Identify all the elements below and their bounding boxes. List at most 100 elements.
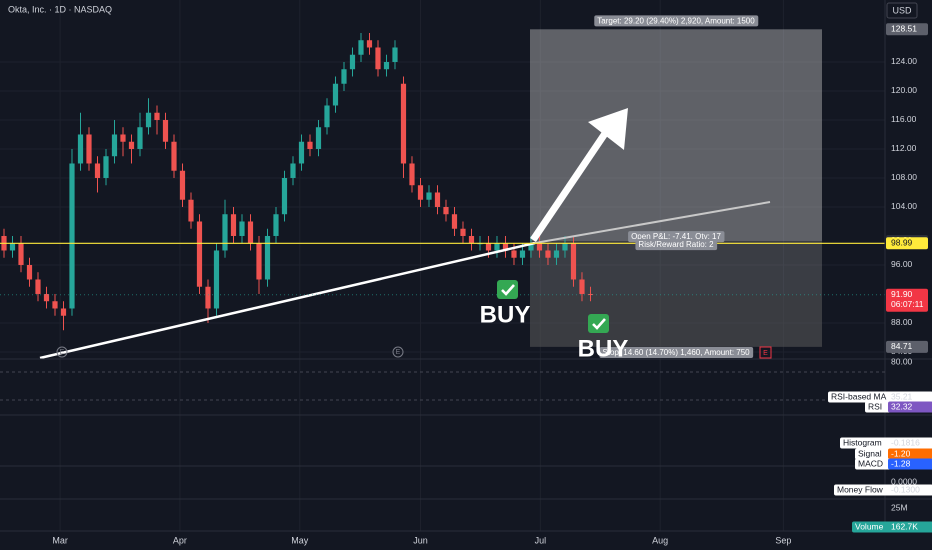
currency-box: [886, 2, 918, 19]
candle-body: [298, 141, 305, 164]
candle-body: [511, 250, 517, 258]
x-tick-label: Aug: [652, 535, 668, 545]
candle-body: [196, 221, 203, 287]
money-flow-zero: 0.0000: [891, 476, 917, 486]
price-axis: 84.0088.0096.00104.00108.00112.00116.001…: [828, 23, 932, 533]
candle-body: [77, 134, 84, 164]
chart-title: Okta, Inc. · 1D · NASDAQ: [8, 4, 112, 14]
earnings-marker-label: E: [396, 349, 401, 356]
candle-body: [222, 214, 228, 251]
y-tick-label: 88.00: [891, 317, 913, 327]
histogram-name: Histogram: [843, 437, 882, 447]
candle-body: [426, 192, 432, 200]
candle-body: [460, 228, 466, 236]
candle-body: [18, 243, 24, 265]
earnings-marker-label: E: [763, 350, 768, 357]
candle-body: [570, 243, 577, 280]
volume-scale: 25M: [891, 502, 908, 512]
candle-body: [468, 235, 475, 244]
candle-body: [205, 286, 211, 309]
candle-body: [375, 47, 381, 70]
earnings-marker: [56, 346, 68, 358]
y-tick-label: 104.00: [891, 201, 917, 211]
candle-body: [35, 279, 41, 294]
y-tick-label: 108.00: [891, 172, 917, 182]
y-tick-label: 96.00: [891, 259, 913, 269]
currency: USD: [892, 5, 912, 15]
candle-body: [409, 163, 415, 186]
candle-body: [213, 250, 220, 309]
x-tick-label: Apr: [173, 535, 187, 545]
check-icon: [588, 314, 609, 333]
stop-label: Stop: 14.60 (14.70%) 1,460, Amount: 750: [602, 348, 750, 357]
candle-body: [443, 206, 449, 215]
target-label-bg: [594, 15, 759, 27]
earnings-marker-label: E: [60, 349, 65, 356]
candle-body: [256, 243, 262, 280]
candle-body: [341, 69, 347, 84]
candle-body: [494, 243, 500, 251]
candle-body: [171, 141, 177, 171]
buy-label: BUY: [578, 335, 629, 362]
volume-value-bg: [888, 521, 932, 533]
candle-body: [485, 243, 492, 251]
candle-body: [137, 127, 143, 149]
rsi-ma-name: RSI-based MA: [831, 391, 887, 401]
signal-value: -1.20: [891, 448, 911, 458]
macd-name: MACD: [858, 458, 883, 468]
x-tick-label: Mar: [52, 535, 68, 545]
signal-value-bg: [888, 448, 932, 460]
last-price-badge: [886, 288, 928, 312]
volume-name: Volume: [855, 521, 884, 531]
trendline-extension: [534, 201, 771, 244]
candle-body: [587, 293, 594, 295]
candle-body: [536, 243, 543, 251]
candle-body: [162, 119, 169, 142]
candles: [1, 32, 594, 331]
candle-body: [383, 61, 390, 70]
volume-value: 162.7K: [891, 521, 918, 531]
candle-body: [111, 134, 118, 157]
histogram-value: -0.1816: [891, 437, 920, 447]
rsi-name: RSI: [868, 401, 882, 411]
rsi-ma-name-bg: [828, 391, 932, 403]
candle-body: [69, 163, 75, 309]
arrow-head: [588, 108, 628, 150]
price-badge-label: 128.51: [891, 24, 917, 34]
macd-value-bg: [888, 458, 932, 470]
candle-body: [230, 214, 237, 236]
money-flow-name: Money Flow: [837, 484, 884, 494]
rsi-ma-value: 35.21: [891, 391, 913, 401]
candle-body: [188, 199, 194, 222]
y-tick-label: 116.00: [891, 114, 917, 124]
countdown: 06:07:11: [891, 299, 924, 309]
candle-body: [239, 221, 245, 236]
rsi-value: 32.32: [891, 401, 913, 411]
check-icon: [497, 280, 518, 299]
candle-body: [9, 243, 16, 251]
histogram-name-bg: [840, 437, 932, 449]
candle-body: [545, 250, 551, 258]
candle-body: [553, 250, 560, 258]
candle-body: [519, 250, 526, 258]
stop-label-bg: [599, 346, 754, 358]
candle-body: [290, 163, 296, 178]
candle-body: [120, 134, 126, 142]
money-flow-value: -0.1300: [891, 484, 920, 494]
candle-body: [154, 112, 160, 120]
money-flow-name-bg: [834, 484, 932, 496]
candle-body: [26, 264, 33, 280]
rr-label: Risk/Reward Ratio: 2: [638, 240, 714, 249]
candle-body: [281, 177, 288, 215]
candle-body: [451, 214, 458, 229]
candle-body: [264, 235, 271, 280]
candle-body: [324, 105, 330, 128]
candle-body: [434, 192, 441, 207]
candle-body: [332, 83, 339, 106]
candle-body: [247, 221, 254, 244]
candle-body: [307, 141, 313, 149]
y-tick-label: 124.00: [891, 56, 917, 66]
rsi-top: 80.00: [891, 356, 913, 366]
candle-body: [273, 214, 279, 236]
